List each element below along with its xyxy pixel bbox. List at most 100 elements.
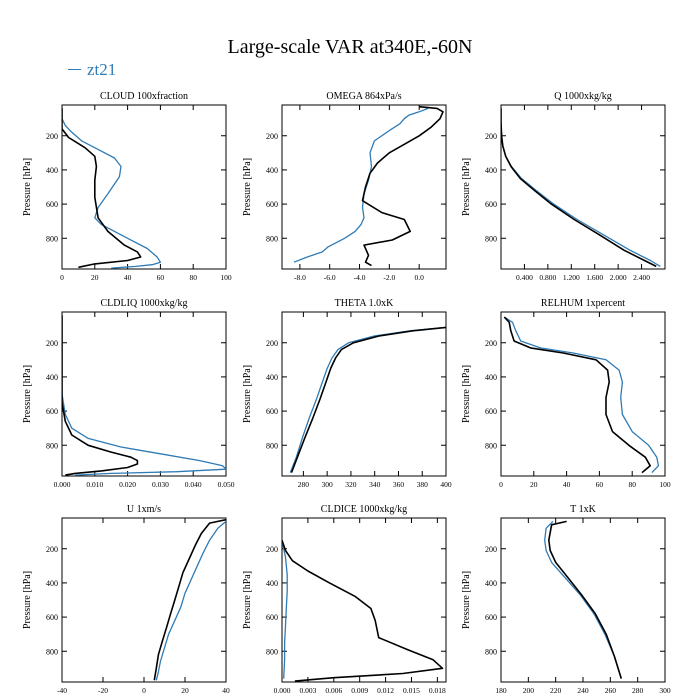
panel-4-xtick-label: 0.000 — [54, 480, 71, 489]
panel-7-xtick-label: -40 — [57, 686, 67, 695]
legend-line-swatch — [68, 68, 81, 70]
panel-9-ylabel: Pressure [hPa] — [461, 571, 472, 629]
panel-1-ytick-label: 200 — [46, 132, 58, 141]
panel-1-xtick-label: 60 — [157, 273, 165, 282]
panel-4-ytick-label: 800 — [46, 441, 58, 450]
legend: zt21 — [68, 60, 116, 80]
panel-4-xtick-label: 0.040 — [185, 480, 202, 489]
panel-7-xtick-label: -20 — [98, 686, 108, 695]
panel-7-series-zt21 — [155, 520, 226, 681]
panel-5-xtick-label: 320 — [345, 480, 357, 489]
panel-8-frame — [281, 517, 447, 683]
panel-1-xtick-label: 0 — [60, 273, 64, 282]
panel-8-ylabel: Pressure [hPa] — [242, 571, 253, 629]
panel-3-xtick-label: 2.000 — [610, 273, 627, 282]
panel-3-xtick-label: 1.200 — [563, 273, 580, 282]
panel-4-ylabel: Pressure [hPa] — [22, 365, 33, 423]
panel-5-xtick-label: 380 — [417, 480, 429, 489]
panel-9-xtick-label: 280 — [632, 686, 644, 695]
legend-label: zt21 — [87, 60, 117, 79]
panel-9-ytick-label: 800 — [485, 647, 497, 656]
panel-5-xtick-label: 400 — [440, 480, 452, 489]
panel-7-xtick-label: 40 — [222, 686, 230, 695]
panel-6-xtick-label: 40 — [563, 480, 571, 489]
panel-6-ytick-label: 800 — [485, 441, 497, 450]
panel-8-xtick-label: 0.000 — [274, 686, 291, 695]
panel-6-xtick-label: 100 — [659, 480, 671, 489]
panel-8-series-zt21 — [282, 540, 288, 679]
panel-1-title: CLOUD 100xfraction — [100, 91, 188, 102]
panel-9-xtick-label: 260 — [605, 686, 617, 695]
panel-3-series-zt21 — [501, 108, 661, 267]
panel-4-series-zt21 — [62, 315, 226, 476]
panel-9-xtick-label: 200 — [523, 686, 535, 695]
panel-3-xtick-label: 0.400 — [516, 273, 533, 282]
panel-8-title: CLDICE 1000xkg/kg — [321, 504, 407, 515]
panel-9-xtick-label: 300 — [659, 686, 671, 695]
panel-6-xtick-label: 20 — [530, 480, 538, 489]
panel-5-ytick-label: 600 — [266, 407, 278, 416]
panel-7-xtick-label: 0 — [142, 686, 146, 695]
panel-4-series-control — [62, 315, 139, 476]
panel-6-ytick-label: 200 — [485, 339, 497, 348]
panel-5-ylabel: Pressure [hPa] — [242, 365, 253, 423]
panel-9-xtick-label: 180 — [495, 686, 507, 695]
panel-3-ytick-label: 200 — [485, 132, 497, 141]
panel-7-ytick-label: 200 — [46, 545, 58, 554]
panel-8-series-control — [282, 539, 444, 682]
panel-6-ytick-label: 400 — [485, 373, 497, 382]
panel-3-ytick-label: 800 — [485, 234, 497, 243]
panel-1-frame — [61, 104, 227, 270]
panel-2-series-zt21 — [293, 107, 429, 263]
panel-5-ytick-label: 200 — [266, 339, 278, 348]
panel-9-xtick-label: 220 — [550, 686, 562, 695]
panel-3-ylabel: Pressure [hPa] — [461, 158, 472, 216]
panel-5-xtick-label: 300 — [322, 480, 334, 489]
panel-3-frame — [500, 104, 666, 270]
panel-9-series-zt21 — [544, 520, 622, 679]
panel-5-ytick-label: 800 — [266, 441, 278, 450]
panel-5-frame — [281, 311, 447, 477]
panel-8-xtick-label: 0.015 — [403, 686, 420, 695]
panel-5-xtick-label: 280 — [298, 480, 310, 489]
panel-7-ylabel: Pressure [hPa] — [22, 571, 33, 629]
panel-7-title: U 1xm/s — [127, 504, 161, 515]
page-title: Large-scale VAR at340E,-60N — [227, 36, 473, 58]
panel-9-series-control — [547, 520, 623, 679]
panel-1-ytick-label: 800 — [46, 234, 58, 243]
panel-5-xtick-label: 340 — [369, 480, 381, 489]
panel-2-title: OMEGA 864xPa/s — [326, 91, 401, 102]
panel-4-ytick-label: 600 — [46, 407, 58, 416]
panel-2-ytick-label: 400 — [266, 166, 278, 175]
panel-4-ytick-label: 400 — [46, 373, 58, 382]
panel-6-series-control — [503, 316, 652, 474]
panel-2-frame — [281, 104, 447, 270]
panel-6-ylabel: Pressure [hPa] — [461, 365, 472, 423]
panel-3-xtick-label: 2.400 — [633, 273, 650, 282]
panel-1-ytick-label: 600 — [46, 200, 58, 209]
panel-8-xtick-label: 0.018 — [429, 686, 446, 695]
panel-7-series-control — [153, 518, 226, 681]
panel-3-ytick-label: 400 — [485, 166, 497, 175]
panel-1-ytick-label: 400 — [46, 166, 58, 175]
panel-4-xtick-label: 0.050 — [218, 480, 235, 489]
panel-6-frame — [500, 311, 666, 477]
panel-2-xtick-label: -8.0 — [294, 273, 306, 282]
panel-3-xtick-label: 0.800 — [539, 273, 556, 282]
panel-8-ytick-label: 400 — [266, 579, 278, 588]
panel-3-series-control — [501, 108, 657, 268]
panel-5-series-zt21 — [289, 326, 446, 473]
panel-8-xtick-label: 0.003 — [299, 686, 316, 695]
panel-1-xtick-label: 80 — [189, 273, 197, 282]
panel-1-series-control — [62, 108, 142, 269]
panel-9-ytick-label: 200 — [485, 545, 497, 554]
panel-2-series-control — [361, 105, 444, 267]
panel-6-ytick-label: 600 — [485, 407, 497, 416]
panel-8-ytick-label: 800 — [266, 647, 278, 656]
panel-7-ytick-label: 800 — [46, 647, 58, 656]
panel-5-series-control — [290, 326, 446, 473]
panel-7-frame — [61, 517, 227, 683]
panel-8-xtick-label: 0.006 — [325, 686, 342, 695]
panel-1-ylabel: Pressure [hPa] — [22, 158, 33, 216]
